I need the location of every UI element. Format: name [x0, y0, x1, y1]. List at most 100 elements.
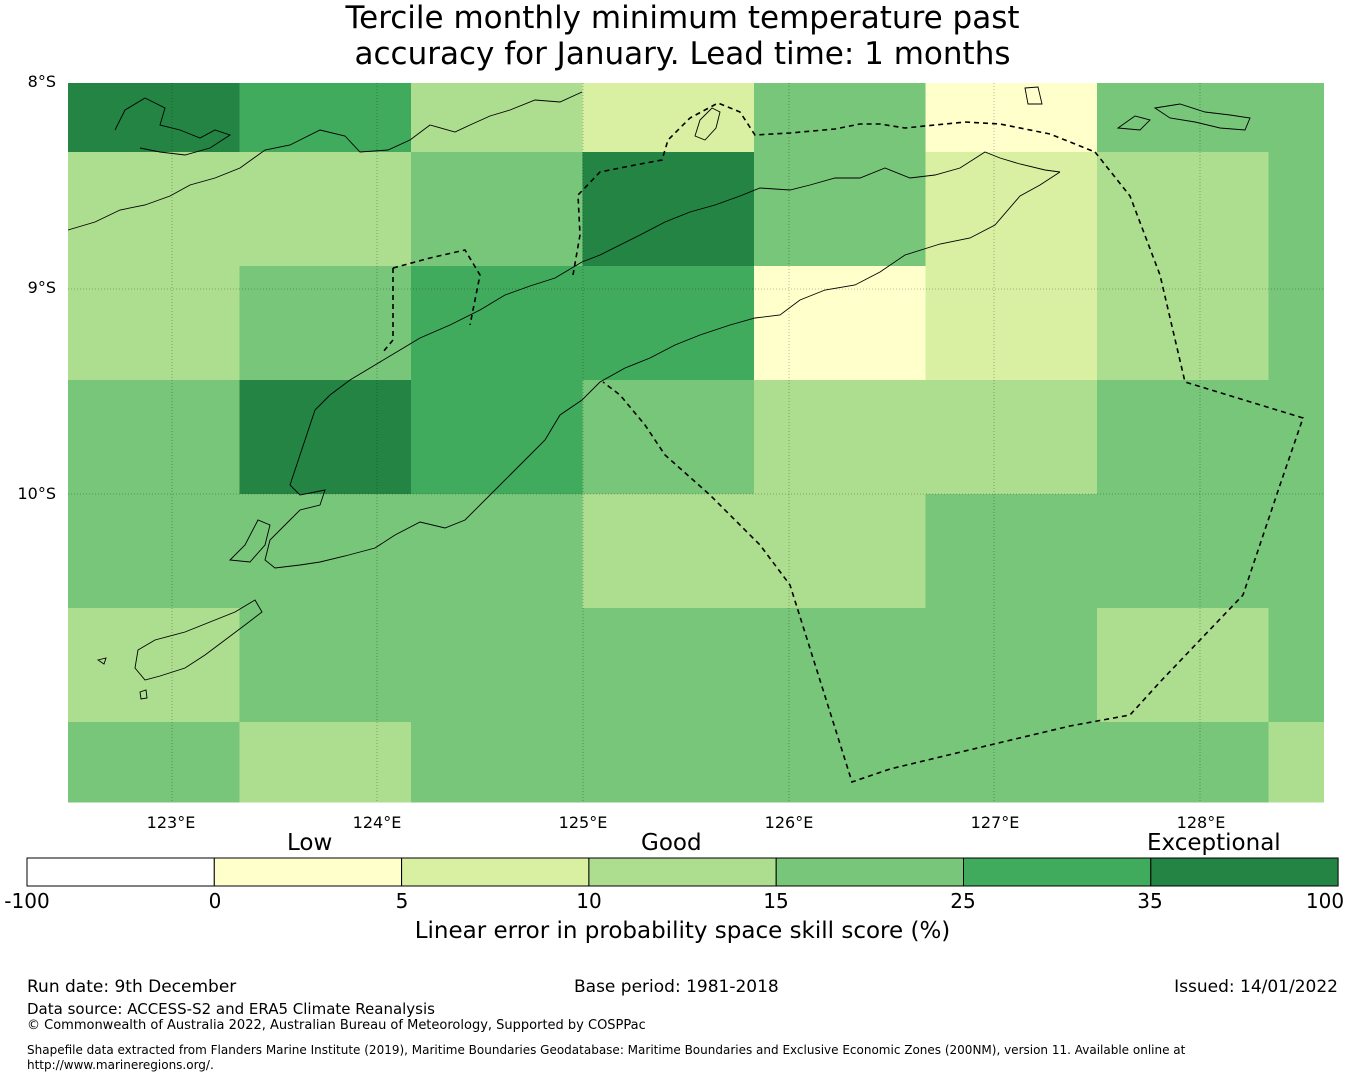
grid-cell — [411, 266, 583, 381]
grid-cell — [925, 380, 1098, 495]
lat-label-8s: 8°S — [27, 72, 56, 91]
grid-cell — [411, 722, 583, 803]
shapefile-credit-line-2: http://www.marineregions.org/. — [27, 1058, 214, 1072]
grid-cell — [68, 722, 240, 803]
grid-cell — [582, 722, 755, 803]
grid-cell — [1097, 266, 1269, 381]
timor-main-north — [581, 151, 1061, 263]
category-exceptional: Exceptional — [1147, 830, 1281, 856]
grid-cell — [68, 608, 240, 723]
grid-cell — [411, 152, 583, 267]
grid-cell — [925, 152, 1098, 267]
timor-leste-north-boundary — [572, 102, 1096, 276]
islet-1 — [1024, 86, 1043, 105]
colorbar-segment — [401, 857, 590, 887]
grid-cell — [925, 608, 1098, 723]
colorbar-segment — [588, 857, 777, 887]
grid-cell — [1268, 83, 1324, 153]
coastlines — [67, 86, 1251, 700]
cbar-tick-5: 5 — [395, 889, 409, 913]
islet-3 — [139, 689, 148, 700]
timor-main-south — [264, 171, 1061, 569]
map-title-line-2: accuracy for January. Lead time: 1 month… — [354, 36, 1011, 72]
run-date: Run date: 9th December — [27, 977, 237, 997]
graticule — [68, 83, 1324, 802]
grid-cell — [754, 152, 926, 267]
oecusse-boundary — [382, 249, 481, 353]
maritime-boundaries — [382, 102, 1305, 784]
timor-leste-eez-east — [602, 151, 1305, 784]
grid-cell — [582, 380, 755, 495]
grid-cell — [582, 608, 755, 723]
rote-coastline — [134, 599, 263, 681]
grid-cell — [1097, 608, 1269, 723]
cbar-tick-35: 35 — [1137, 889, 1163, 913]
colorbar-segment — [1150, 857, 1339, 887]
grid-cell — [1097, 380, 1269, 495]
grid-cell — [925, 266, 1098, 381]
grid-cell — [239, 266, 412, 381]
grid-cell — [754, 380, 926, 495]
cbar-tick-minus100: -100 — [4, 889, 50, 913]
grid-cell — [1268, 266, 1324, 381]
shapefile-credit-line-1: Shapefile data extracted from Flanders M… — [27, 1043, 1186, 1057]
cbar-tick-0: 0 — [208, 889, 222, 913]
grid-cell — [1097, 83, 1269, 153]
grid-cell — [925, 722, 1098, 803]
grid-cell — [1268, 722, 1324, 803]
lon-label-126e: 126°E — [764, 813, 814, 832]
grid-cell — [411, 83, 583, 153]
leti-coastline — [1153, 103, 1251, 131]
grid-cell — [239, 494, 412, 609]
grid-cell — [411, 494, 583, 609]
grid-cell — [754, 266, 926, 381]
grid-cell — [582, 152, 755, 267]
grid-cell — [68, 83, 240, 153]
skill-grid — [68, 83, 1324, 803]
category-good: Good — [641, 830, 702, 856]
grid-cell — [1097, 152, 1269, 267]
grid-cell — [582, 83, 755, 153]
grid-cell — [68, 152, 240, 267]
grid-cell — [411, 380, 583, 495]
grid-cell — [1097, 494, 1269, 609]
lon-label-125e: 125°E — [558, 813, 608, 832]
grid-cell — [239, 380, 412, 495]
grid-cell — [239, 722, 412, 803]
category-low: Low — [287, 830, 333, 856]
grid-cell — [411, 608, 583, 723]
semau-coastline — [229, 519, 271, 563]
grid-cell — [239, 83, 412, 153]
grid-cell — [582, 266, 755, 381]
colorbar-segment — [26, 857, 215, 887]
lon-label-123e: 123°E — [146, 813, 196, 832]
grid-cell — [754, 83, 926, 153]
grid-cell — [1268, 608, 1324, 723]
islet-2 — [96, 657, 107, 665]
moa-coastline — [1116, 115, 1151, 131]
colorbar-segment — [963, 857, 1152, 887]
grid-cell — [754, 608, 926, 723]
grid-cell — [754, 494, 926, 609]
lon-label-124e: 124°E — [352, 813, 402, 832]
colorbar-label: Linear error in probability space skill … — [414, 918, 951, 944]
cbar-tick-25: 25 — [950, 889, 976, 913]
timor-coastline — [67, 91, 583, 231]
lon-label-127e: 127°E — [970, 813, 1020, 832]
grid-cell — [754, 722, 926, 803]
wetar-coastline — [114, 97, 232, 156]
grid-cell — [1097, 722, 1269, 803]
grid-cell — [239, 608, 412, 723]
colorbar-segment — [213, 857, 403, 887]
colorbar-segment — [775, 857, 965, 887]
cbar-tick-10: 10 — [576, 889, 602, 913]
grid-cell — [925, 83, 1098, 153]
grid-cell — [925, 494, 1098, 609]
colorbar — [26, 857, 1339, 887]
cbar-tick-100: 100 — [1305, 889, 1345, 913]
grid-cell — [1268, 380, 1324, 495]
base-period: Base period: 1981-2018 — [574, 977, 779, 997]
lat-label-9s: 9°S — [27, 278, 56, 297]
grid-cell — [239, 152, 412, 267]
